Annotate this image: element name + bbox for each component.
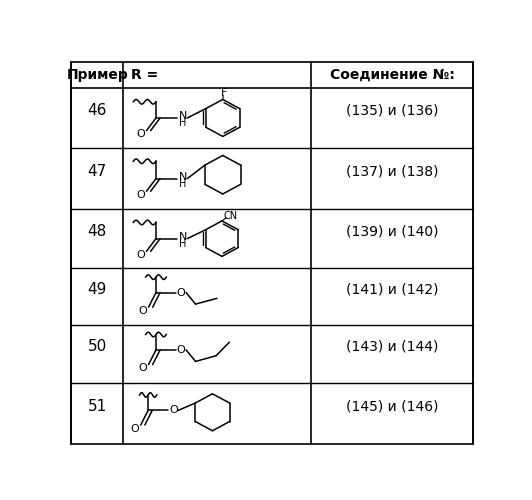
Text: O: O: [177, 345, 186, 355]
Text: O: O: [138, 306, 147, 316]
Text: O: O: [138, 364, 147, 374]
Text: (137) и (138): (137) и (138): [346, 164, 438, 178]
Text: 46: 46: [88, 104, 107, 118]
Text: O: O: [137, 129, 145, 139]
Text: (139) и (140): (139) и (140): [346, 224, 438, 238]
Text: H: H: [179, 239, 186, 249]
Text: 48: 48: [88, 224, 107, 239]
Text: O: O: [130, 424, 139, 434]
Text: 50: 50: [88, 340, 107, 354]
Text: CN: CN: [223, 211, 237, 221]
Text: O: O: [137, 250, 145, 260]
Text: (141) и (142): (141) и (142): [346, 282, 438, 296]
Text: Соединение №:: Соединение №:: [329, 68, 454, 82]
Text: Пример: Пример: [66, 68, 128, 82]
Text: 51: 51: [88, 398, 107, 413]
Text: H: H: [179, 179, 186, 189]
Text: (143) и (144): (143) и (144): [346, 340, 438, 354]
Text: O: O: [177, 288, 186, 298]
Text: (145) и (146): (145) и (146): [346, 399, 438, 413]
Text: N: N: [179, 112, 187, 122]
Text: R =: R =: [131, 68, 159, 82]
Text: H: H: [179, 118, 186, 128]
Text: N: N: [179, 172, 187, 182]
Text: (135) и (136): (135) и (136): [346, 104, 438, 118]
Text: 49: 49: [88, 282, 107, 297]
Text: 47: 47: [88, 164, 107, 178]
Text: O: O: [137, 190, 145, 200]
Text: F: F: [221, 88, 227, 99]
Text: O: O: [169, 406, 178, 415]
Text: N: N: [179, 232, 187, 242]
